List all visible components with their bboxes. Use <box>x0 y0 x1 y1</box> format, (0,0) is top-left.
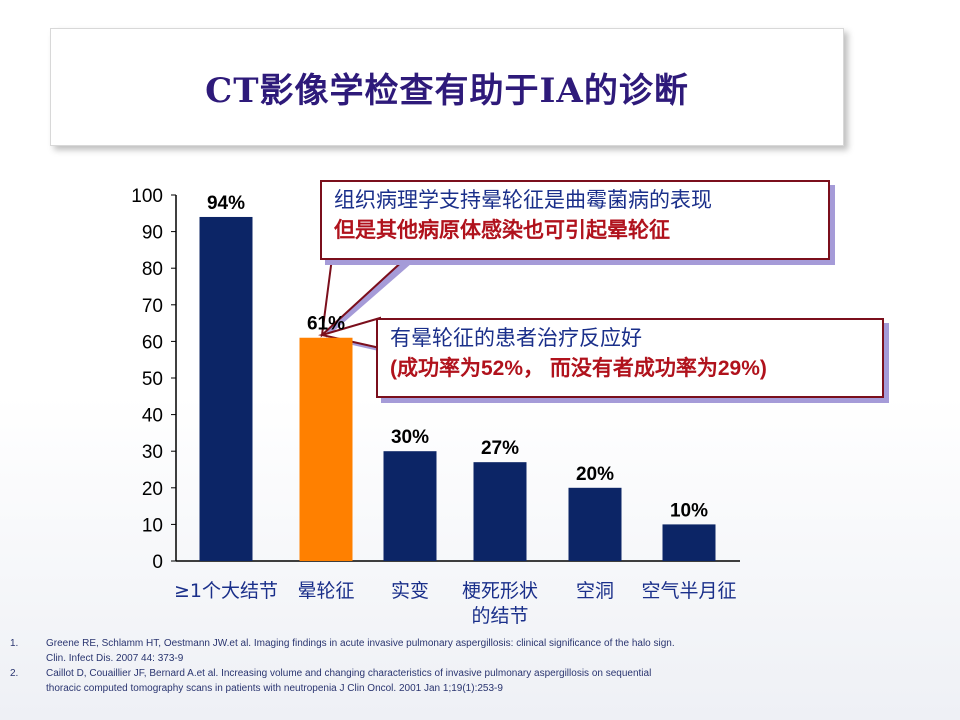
callout-treatment-response-line2: (成功率为52%， 而没有者成功率为29%) <box>390 357 767 380</box>
reference-2: 2. Caillot D, Couaillier JF, Bernard A.e… <box>10 666 940 696</box>
reference-2-line1: Caillot D, Couaillier JF, Bernard A.et a… <box>46 668 652 679</box>
reference-1-line2: Clin. Infect Dis. 2007 44: 373-9 <box>46 653 184 664</box>
reference-2-number: 2. <box>10 668 19 679</box>
category-label-1: ≥1个大结节 <box>174 580 278 602</box>
y-tick-label-80: 80 <box>142 259 163 280</box>
bar-value-label-1: 94% <box>207 193 245 214</box>
category-label-2: 晕轮征 <box>297 580 354 602</box>
reference-2-line2: thoracic computed tomography scans in pa… <box>46 683 503 694</box>
callout-treatment-response: 有晕轮征的患者治疗反应好 (成功率为52%， 而没有者成功率为29%) <box>376 318 884 398</box>
bar-value-label-3: 30% <box>391 427 429 448</box>
y-tick-label-40: 40 <box>142 406 163 427</box>
bar-2 <box>299 337 353 561</box>
y-tick-label-50: 50 <box>142 369 163 390</box>
bar-3 <box>383 451 437 561</box>
y-tick-label-70: 70 <box>142 296 163 317</box>
bar-value-label-2: 61% <box>307 314 345 335</box>
bar-4 <box>473 462 527 561</box>
category-label-3: 实变 <box>391 580 429 602</box>
category-label-4-line2: 的结节 <box>471 605 528 627</box>
y-tick-label-20: 20 <box>142 479 163 500</box>
callout-histopathology-line2: 但是其他病原体感染也可引起晕轮征 <box>334 219 670 242</box>
page-title: CT影像学检查有助于IA的诊断 <box>205 70 689 111</box>
bar-1 <box>199 216 253 561</box>
y-tick-label-60: 60 <box>142 332 163 353</box>
references: 1. Greene RE, Schlamm HT, Oestmann JW.et… <box>10 636 940 696</box>
title-box: CT影像学检查有助于IA的诊断 <box>50 28 844 146</box>
category-label-6: 空气半月征 <box>641 580 736 602</box>
bar-value-label-5: 20% <box>576 464 614 485</box>
y-tick-label-0: 0 <box>152 552 163 573</box>
callout-histopathology-line1: 组织病理学支持晕轮征是曲霉菌病的表现 <box>334 189 712 212</box>
y-tick-label-30: 30 <box>142 442 163 463</box>
category-label-5: 空洞 <box>576 580 614 602</box>
y-tick-label-10: 10 <box>142 515 163 536</box>
bar-6 <box>662 524 716 561</box>
bar-5 <box>568 487 622 561</box>
bar-value-label-4: 27% <box>481 438 519 459</box>
reference-1-line1: Greene RE, Schlamm HT, Oestmann JW.et al… <box>46 638 675 649</box>
callout-histopathology: 组织病理学支持晕轮征是曲霉菌病的表现 但是其他病原体感染也可引起晕轮征 <box>320 180 830 260</box>
reference-1-number: 1. <box>10 638 19 649</box>
y-tick-label-100: 100 <box>131 186 163 207</box>
callout-treatment-response-line1: 有晕轮征的患者治疗反应好 <box>390 327 642 350</box>
y-tick-label-90: 90 <box>142 223 163 244</box>
category-label-4-line1: 梗死形状 <box>462 580 538 602</box>
reference-1: 1. Greene RE, Schlamm HT, Oestmann JW.et… <box>10 636 940 666</box>
bar-value-label-6: 10% <box>670 500 708 521</box>
